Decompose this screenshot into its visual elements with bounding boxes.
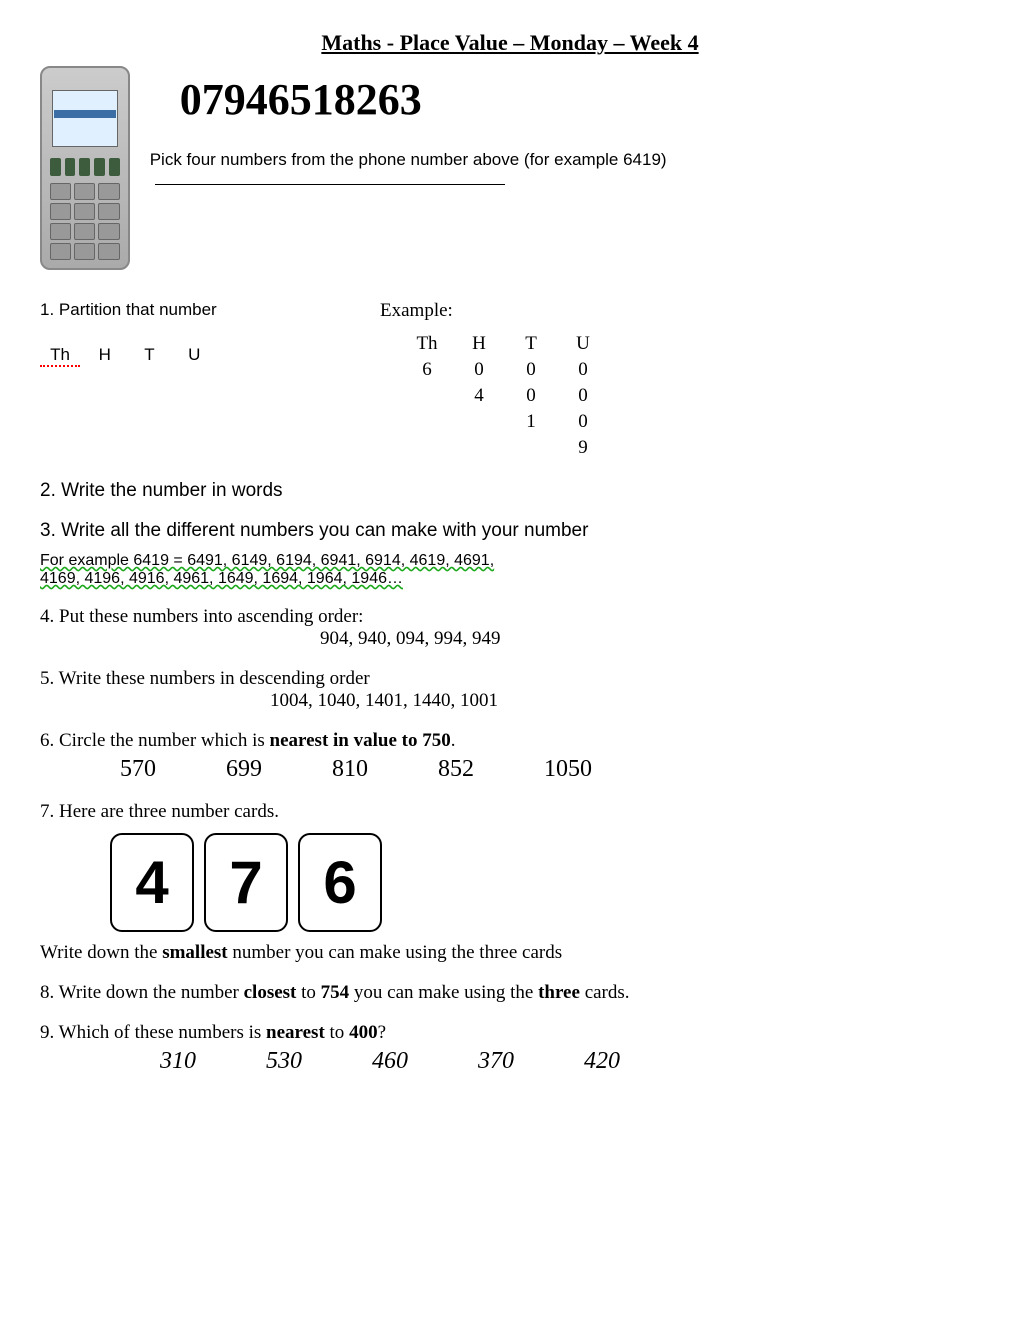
phone-icon [40,66,130,270]
q8-text: 8. Write down the number closest to 754 … [40,982,980,1004]
q7-after: Write down the smallest number you can m… [40,942,980,964]
q6-text: 6. Circle the number which is nearest in… [40,730,980,752]
q1-text: 1. Partition that number [40,300,380,320]
q1-columns: Th H T U [40,345,380,367]
q4-numbers: 904, 940, 094, 994, 949 [320,628,980,650]
card-6: 6 [298,833,382,932]
instruction-text: Pick four numbers from the phone number … [150,150,980,190]
q5-text: 5. Write these numbers in descending ord… [40,668,980,690]
q2-text: 2. Write the number in words [40,480,980,502]
card-4: 4 [110,833,194,932]
q9-text: 9. Which of these numbers is nearest to … [40,1022,980,1044]
q3-example-b: 4169, 4196, 4916, 4961, 1649, 1694, 1964… [40,570,980,588]
q3-text: 3. Write all the different numbers you c… [40,520,980,542]
q5-numbers: 1004, 1040, 1401, 1440, 1001 [270,690,980,712]
q6-options: 570 699 810 852 1050 [120,756,980,783]
q4-text: 4. Put these numbers into ascending orde… [40,606,980,628]
q7-text: 7. Here are three number cards. [40,801,980,823]
q9-options: 310 530 460 370 420 [160,1048,980,1075]
header-row: 07946518263 Pick four numbers from the p… [40,66,980,270]
page-title: Maths - Place Value – Monday – Week 4 [40,30,980,56]
card-7: 7 [204,833,288,932]
example-label: Example: [380,300,610,322]
answer-blank[interactable] [155,184,505,185]
number-cards: 4 7 6 [110,833,980,932]
example-table: ThHTU 6000 400 10 9 [400,330,610,462]
phone-number: 07946518263 [180,74,980,125]
q3-example-a: For example 6419 = 6491, 6149, 6194, 694… [40,552,980,570]
